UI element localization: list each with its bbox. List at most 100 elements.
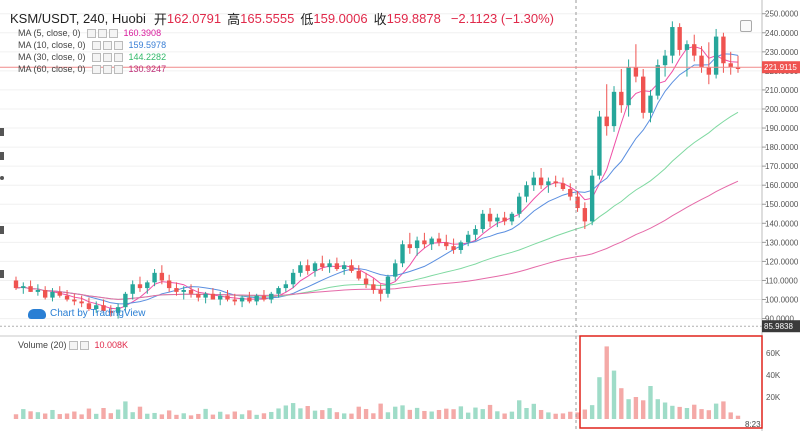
ma-indicator[interactable]: MA (30, close, 0) 144.2282 (18, 51, 166, 63)
candle (458, 240, 464, 254)
volume-bar (28, 411, 33, 419)
volume-value: 10.008K (94, 340, 129, 350)
candle-body (57, 291, 62, 296)
volume-bar (568, 411, 573, 419)
candle (13, 276, 19, 290)
price-tick-label: 120.0000 (765, 257, 799, 266)
candle-body (363, 278, 369, 285)
candle-body (444, 242, 449, 247)
volume-bar (64, 413, 70, 419)
volume-bar (254, 414, 259, 419)
candle-body (458, 242, 464, 250)
visibility-icon[interactable] (91, 64, 101, 74)
candle-body (575, 196, 580, 209)
candle (210, 288, 216, 300)
toolbar-tool-icon[interactable] (0, 128, 4, 136)
candle (218, 291, 223, 306)
close-icon[interactable] (113, 40, 123, 50)
price-tick-label: 210.0000 (765, 86, 799, 95)
volume-bar (35, 412, 41, 419)
volume-bar (50, 409, 55, 419)
volume-bar (210, 414, 216, 419)
ma-indicator[interactable]: MA (60, close, 0) 130.9247 (18, 63, 166, 75)
candle (677, 23, 682, 56)
volume-bar (174, 414, 179, 419)
visibility-icon[interactable] (68, 340, 78, 350)
candle-body (641, 76, 646, 113)
ma-value: 159.5978 (128, 40, 167, 50)
volume-bar (641, 400, 646, 419)
moving-averages (15, 45, 739, 310)
volume-bar (502, 413, 507, 419)
ma-indicator[interactable]: MA (5, close, 0) 160.3908 (18, 27, 161, 39)
settings-icon[interactable] (97, 28, 107, 38)
candle-body (174, 288, 179, 292)
candle (298, 261, 303, 277)
candle-body (327, 263, 332, 268)
candle (407, 232, 413, 254)
volume-bar (407, 409, 413, 419)
chart-header: KSM/USDT, 240, Huobi 开 162.0791 高 165.55… (10, 9, 554, 27)
candle-body (166, 280, 172, 289)
symbol-title[interactable]: KSM/USDT, 240, Huobi (10, 10, 146, 26)
volume-indicator[interactable]: Volume (20) 10.008K (18, 340, 128, 350)
volume-bar (458, 406, 464, 419)
candle-body (239, 297, 245, 302)
candle (568, 183, 573, 201)
candle (145, 280, 150, 294)
settings-icon[interactable] (102, 40, 112, 50)
toolbar-dot-icon[interactable] (0, 176, 4, 180)
visibility-icon[interactable] (91, 40, 101, 50)
candle-body (115, 307, 121, 313)
candle (115, 303, 121, 319)
settings-icon[interactable] (102, 52, 112, 62)
candle-body (356, 270, 361, 279)
close-icon[interactable] (113, 52, 123, 62)
candle-body (152, 272, 157, 283)
candle-body (582, 208, 588, 222)
candle-body (626, 67, 631, 106)
price-tick-label: 140.0000 (765, 219, 799, 228)
settings-icon[interactable] (102, 64, 112, 74)
volume-bar (72, 411, 77, 419)
candle (487, 208, 493, 228)
candle (269, 291, 274, 304)
close-icon[interactable] (113, 64, 123, 74)
toolbar-tool-icon[interactable] (0, 152, 4, 160)
volume-bar (159, 414, 165, 419)
price-tick-label: 230.0000 (765, 48, 799, 57)
toolbar-tool-icon[interactable] (0, 270, 4, 278)
toolbar-tool-icon[interactable] (0, 226, 4, 234)
axis-markers: 221.9115 85.9838 (0, 61, 800, 333)
volume-bar (597, 377, 602, 419)
close-icon[interactable] (108, 28, 118, 38)
volume-bar (79, 414, 84, 419)
volume-bar (261, 413, 267, 419)
visibility-icon[interactable] (86, 28, 96, 38)
volume-bar (436, 409, 442, 419)
candle (684, 40, 690, 77)
candles (13, 21, 741, 319)
candle-body (232, 299, 237, 302)
candle (436, 232, 442, 247)
candle (633, 44, 639, 83)
ma-indicator[interactable]: MA (10, close, 0) 159.5978 (18, 39, 166, 51)
volume-bar (604, 346, 609, 419)
pane-close-icon[interactable] (740, 20, 752, 32)
candle (597, 110, 602, 180)
candle (334, 257, 340, 271)
visibility-icon[interactable] (91, 52, 101, 62)
volume-bar (692, 404, 697, 419)
candle (35, 284, 41, 296)
close-icon[interactable] (79, 340, 89, 350)
volume-bar (188, 415, 194, 419)
candle (480, 209, 485, 233)
volume-bar (589, 405, 595, 419)
high-label: 高 (227, 11, 241, 27)
volume-tick-label: 60K (766, 349, 781, 358)
tradingview-watermark[interactable]: Chart by TradingView (28, 308, 145, 319)
candle (589, 169, 595, 226)
candle (159, 265, 165, 285)
candle (655, 59, 660, 100)
